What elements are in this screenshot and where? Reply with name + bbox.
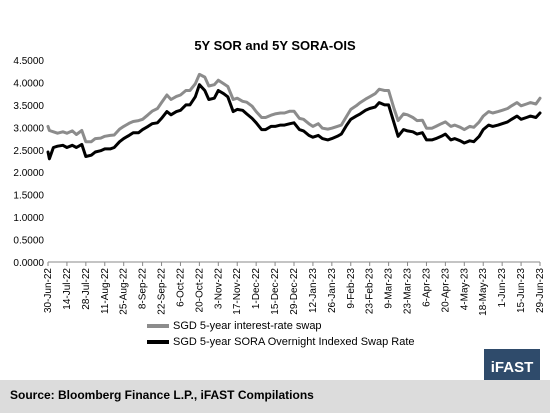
- ifast-logo: iFAST: [484, 349, 540, 385]
- y-tick-label: 0.5000: [13, 236, 44, 247]
- x-axis: 30-Jun-22 14-Jul-22 28-Jul-22 11-Aug-22 25-A…: [43, 261, 546, 316]
- series-line-irs: [46, 72, 542, 144]
- x-tick-label: 29-Dec-22: [289, 268, 300, 315]
- x-tick-label: 8-Sep-22: [138, 268, 149, 310]
- x-tick-label: 25-Aug-22: [119, 268, 130, 315]
- y-tick-label: 3.0000: [13, 123, 44, 134]
- footer-bar: Source: Bloomberg Finance L.P., iFAST Co…: [0, 380, 550, 413]
- x-tick-label: 28-Jul-22: [81, 268, 92, 310]
- y-tick-label: 2.5000: [13, 146, 44, 157]
- source-note: Source: Bloomberg Finance L.P., iFAST Co…: [10, 388, 314, 402]
- x-tick-label: 20-Oct-22: [194, 268, 205, 313]
- y-tick-label: 4.5000: [13, 56, 44, 67]
- legend-item-sora-ois: SGD 5-year SORA Overnight Indexed Swap R…: [147, 334, 415, 350]
- y-tick-label: 1.5000: [13, 191, 44, 202]
- x-tick-label: 6-Oct-22: [175, 268, 186, 307]
- legend-label-irs: SGD 5-year interest-rate swap: [173, 320, 322, 332]
- x-tick-label: 22-Sep-22: [157, 268, 168, 315]
- chart-title: 5Y SOR and 5Y SORA-OIS: [194, 38, 356, 53]
- x-tick-label: 9-Mar-23: [384, 268, 395, 309]
- y-tick-label: 4.0000: [13, 78, 44, 89]
- x-tick-label: 11-Aug-22: [100, 268, 111, 314]
- y-tick-label: 0.0000: [13, 258, 44, 269]
- x-tick-label: 15-Dec-22: [270, 268, 281, 315]
- legend-item-irs: SGD 5-year interest-rate swap: [147, 318, 415, 334]
- x-tick-label: 6-Apr-23: [421, 268, 432, 307]
- x-tick-label: 4-May-23: [459, 268, 470, 311]
- legend-swatch-irs: [147, 324, 169, 328]
- legend: SGD 5-year interest-rate swap SGD 5-year…: [147, 318, 415, 350]
- y-axis: 0.0000 0.5000 1.0000 1.5000 2.0000 2.5000 3.00…: [13, 56, 44, 269]
- x-tick-label: 1-Jun-23: [497, 268, 508, 308]
- y-tick-label: 3.5000: [13, 101, 44, 112]
- x-tick-label: 12-Jan-23: [308, 268, 319, 313]
- x-tick-label: 18-May-23: [478, 268, 489, 316]
- y-tick-label: 1.0000: [13, 213, 44, 224]
- x-tick-label: 20-Apr-23: [440, 268, 451, 313]
- x-tick-label: 15-Jun-23: [516, 268, 527, 313]
- x-tick-label: 29-Jun-23: [535, 268, 546, 313]
- x-tick-label: 23-Feb-23: [365, 268, 376, 315]
- series-layer: [46, 72, 542, 161]
- x-tick-label: 1-Dec-22: [251, 268, 262, 310]
- x-tick-label: 17-Nov-22: [232, 268, 243, 315]
- x-tick-label: 23-Mar-23: [403, 268, 414, 315]
- series-line-sora-ois: [46, 83, 542, 161]
- x-tick-label: 9-Feb-23: [346, 268, 357, 309]
- y-tick-label: 2.0000: [13, 168, 44, 179]
- legend-swatch-sora-ois: [147, 340, 169, 344]
- x-tick-label: 14-Jul-22: [62, 268, 73, 310]
- x-tick-label: 3-Nov-22: [213, 268, 224, 310]
- line-chart: 0.0000 0.5000 1.0000 1.5000 2.0000 2.5000 3.00…: [13, 56, 546, 316]
- x-tick-label: 26-Jan-23: [327, 268, 338, 313]
- legend-label-sora-ois: SGD 5-year SORA Overnight Indexed Swap R…: [173, 336, 415, 348]
- x-tick-label: 30-Jun-22: [43, 268, 54, 313]
